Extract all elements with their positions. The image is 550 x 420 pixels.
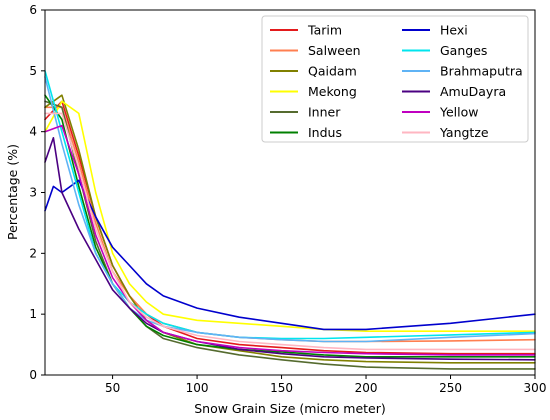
legend-label-tarim: Tarim: [307, 23, 342, 38]
series-layer: [44, 70, 536, 370]
legend-label-yellow: Yellow: [439, 105, 478, 120]
legend-label-ganges: Ganges: [440, 43, 487, 58]
y-tick-label: 6: [29, 3, 37, 17]
x-tick-label: 300: [524, 381, 547, 395]
legend-label-amudayra: AmuDayra: [440, 84, 506, 99]
x-tick-label: 200: [355, 381, 378, 395]
legend-label-hexi: Hexi: [440, 23, 468, 38]
series-line-yangtze: [44, 112, 536, 351]
legend-frame: [261, 15, 529, 143]
legend-label-indus: Indus: [308, 125, 342, 140]
series-line-indus: [44, 94, 536, 358]
x-axis: 50 100 150 200 250 300: [105, 375, 547, 395]
x-axis-title: Snow Grain Size (micro meter): [194, 401, 386, 416]
legend-label-qaidam: Qaidam: [308, 64, 357, 79]
series-line-amudayra: [44, 137, 536, 361]
y-tick-label: 1: [29, 307, 37, 321]
y-tick-label: 3: [29, 186, 37, 200]
x-tick-label: 50: [105, 381, 120, 395]
y-tick-label: 2: [29, 246, 37, 260]
series-line-ganges: [44, 70, 536, 340]
y-axis: 0 1 2 3 4 5 6: [29, 3, 45, 382]
legend: Tarim Salween Qaidam Mekong Inner Indus Hexi Ga…: [261, 15, 529, 143]
x-tick-label: 100: [186, 381, 209, 395]
x-tick-label: 250: [439, 381, 462, 395]
series-line-mekong: [44, 100, 536, 332]
legend-label-yangtze: Yangtze: [439, 125, 489, 140]
series-line-hexi: [44, 179, 536, 331]
y-tick-label: 4: [29, 125, 37, 139]
y-tick-label: 0: [29, 368, 37, 382]
legend-label-brahmaputra: Brahmaputra: [440, 64, 523, 79]
series-line-yellow: [44, 124, 536, 356]
legend-label-inner: Inner: [308, 105, 341, 120]
legend-label-salween: Salween: [308, 43, 361, 58]
x-tick-label: 150: [270, 381, 293, 395]
y-tick-label: 5: [29, 64, 37, 78]
legend-label-mekong: Mekong: [308, 84, 357, 99]
y-axis-title: Percentage (%): [5, 144, 20, 240]
